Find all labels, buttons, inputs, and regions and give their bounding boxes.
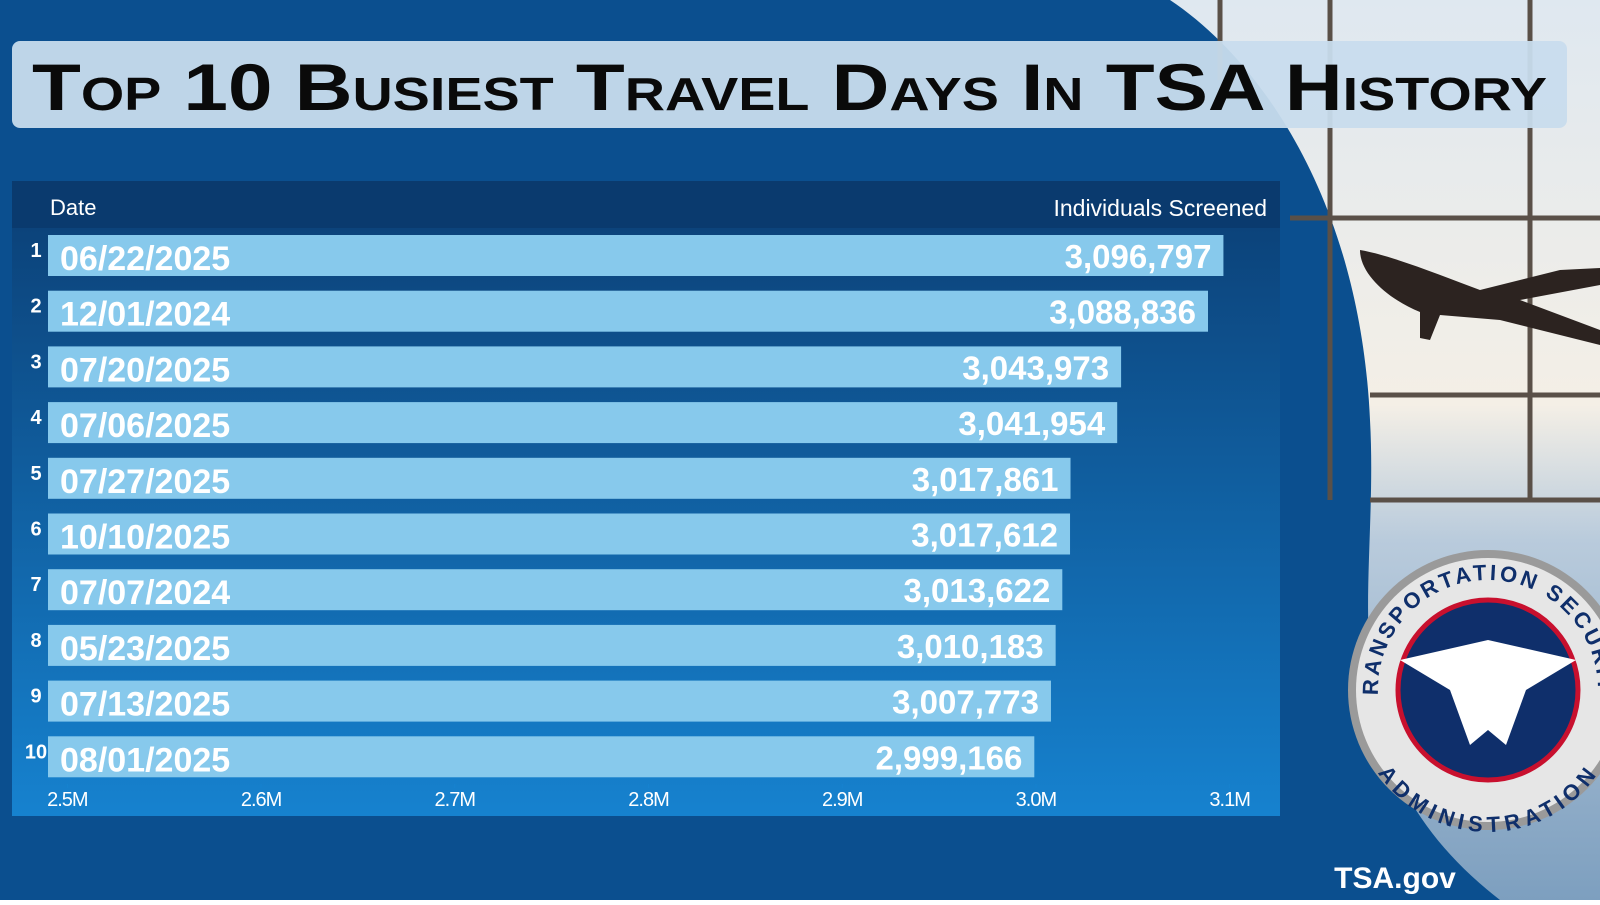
x-tick-label: 2.7M [435, 789, 476, 811]
value-label: 3,043,973 [962, 349, 1109, 386]
x-tick-label: 2.9M [822, 789, 863, 811]
value-label: 3,010,183 [897, 628, 1044, 665]
value-label: 3,041,954 [958, 405, 1105, 442]
bar [48, 680, 1051, 722]
x-tick-label: 3.0M [1016, 789, 1057, 811]
value-label: 3,007,773 [892, 684, 1039, 721]
rank-label: 7 [30, 574, 41, 596]
rank-label: 8 [30, 630, 41, 652]
category-label: 08/01/2025 [60, 741, 230, 779]
bar [48, 569, 1063, 611]
bar [48, 457, 1071, 499]
bar [48, 624, 1056, 666]
x-tick-label: 2.8M [628, 789, 669, 811]
value-label: 3,096,797 [1065, 238, 1212, 275]
rank-label: 9 [30, 686, 41, 708]
bar [48, 235, 1224, 276]
airplane [1360, 250, 1600, 345]
category-label: 07/20/2025 [60, 351, 230, 389]
title-box [12, 41, 1567, 128]
value-header: Individuals Screened [1053, 195, 1267, 221]
bar [48, 290, 1209, 332]
category-label: 07/13/2025 [60, 686, 230, 724]
category-label: 12/01/2024 [60, 296, 230, 334]
value-label: 3,017,612 [911, 517, 1058, 554]
header-row [12, 181, 1280, 228]
rank-label: 3 [30, 351, 41, 373]
bar [48, 736, 1035, 778]
bar [48, 346, 1122, 388]
category-label: 07/06/2025 [60, 407, 230, 445]
x-tick-label: 3.1M [1209, 789, 1250, 811]
bar [48, 402, 1118, 444]
rank-label: 10 [25, 741, 47, 763]
chart-title: Top 10 Busiest Travel Days In TSA Histor… [32, 50, 1547, 124]
value-label: 3,017,861 [912, 461, 1059, 498]
rank-label: 2 [30, 296, 41, 318]
value-label: 3,088,836 [1049, 294, 1196, 331]
rank-label: 1 [30, 240, 41, 262]
category-label: 06/22/2025 [60, 240, 230, 278]
value-label: 3,013,622 [903, 572, 1050, 609]
footer: TSA.gov [1334, 862, 1456, 895]
category-header: Date [50, 195, 96, 220]
category-label: 07/07/2024 [60, 574, 230, 612]
category-label: 05/23/2025 [60, 630, 230, 668]
bar [48, 513, 1071, 555]
rank-label: 5 [30, 463, 41, 485]
x-tick-label: 2.5M [47, 789, 88, 811]
category-label: 07/27/2025 [60, 463, 230, 501]
category-label: 10/10/2025 [60, 519, 230, 557]
value-label: 2,999,166 [875, 739, 1022, 776]
rank-label: 4 [30, 407, 42, 429]
rank-label: 6 [30, 519, 41, 541]
x-tick-label: 2.6M [241, 789, 282, 811]
